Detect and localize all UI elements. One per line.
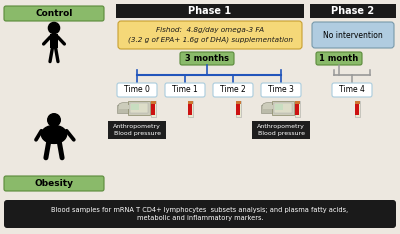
FancyBboxPatch shape [261, 83, 301, 97]
FancyBboxPatch shape [4, 200, 396, 228]
Text: 1 month: 1 month [319, 54, 359, 63]
Text: Obesity: Obesity [34, 179, 74, 188]
Text: Blood samples for mRNA T CD4+ lymphocytes  subsets analysis; and plasma fatty ac: Blood samples for mRNA T CD4+ lymphocyte… [52, 207, 348, 221]
Bar [236, 101, 240, 104]
Bar [261, 105, 277, 113]
FancyBboxPatch shape [213, 83, 253, 97]
Text: Time 4: Time 4 [339, 85, 365, 95]
Text: Anthropometry
Blood pressure: Anthropometry Blood pressure [257, 124, 305, 136]
Circle shape [48, 22, 60, 34]
FancyBboxPatch shape [4, 6, 104, 21]
Text: Phase 1: Phase 1 [188, 6, 232, 16]
FancyBboxPatch shape [180, 52, 234, 65]
Bar [150, 101, 156, 104]
Bar [128, 101, 150, 115]
Bar [274, 103, 292, 113]
Text: Time 2: Time 2 [220, 85, 246, 95]
FancyBboxPatch shape [165, 83, 205, 97]
Text: Fishod:  4.8g/day omega-3 FA
(3.2 g of EPA+ 1.6g of DHA) supplementation: Fishod: 4.8g/day omega-3 FA (3.2 g of EP… [128, 27, 292, 43]
Bar [355, 104, 359, 115]
Bar [236, 104, 240, 115]
FancyBboxPatch shape [118, 21, 302, 49]
FancyBboxPatch shape [4, 176, 104, 191]
Bar [295, 104, 299, 115]
Bar [236, 101, 240, 117]
Bar [119, 105, 131, 109]
Bar [150, 101, 156, 117]
Text: No intervention: No intervention [323, 30, 383, 40]
Bar [130, 103, 148, 113]
Text: Control: Control [35, 9, 73, 18]
Text: Phase 2: Phase 2 [332, 6, 374, 16]
Bar [310, 4, 396, 18]
Bar [188, 101, 192, 117]
Text: Time 1: Time 1 [172, 85, 198, 95]
Circle shape [48, 114, 60, 126]
Bar [354, 101, 360, 104]
FancyBboxPatch shape [316, 52, 362, 65]
Bar [354, 101, 360, 117]
Text: Anthropometry
Blood pressure: Anthropometry Blood pressure [113, 124, 161, 136]
Text: Time 3: Time 3 [268, 85, 294, 95]
Bar [151, 104, 155, 115]
Bar [275, 104, 283, 110]
Bar [50, 34, 58, 48]
Bar [108, 121, 166, 139]
Ellipse shape [118, 102, 131, 107]
Text: Time 0: Time 0 [124, 85, 150, 95]
Bar [131, 104, 139, 110]
Text: 3 months: 3 months [185, 54, 229, 63]
Bar [294, 101, 300, 117]
Bar [272, 101, 294, 115]
Bar [188, 101, 192, 104]
Bar [252, 121, 310, 139]
Bar [188, 104, 192, 115]
FancyBboxPatch shape [117, 83, 157, 97]
FancyBboxPatch shape [332, 83, 372, 97]
Bar [116, 4, 304, 18]
FancyBboxPatch shape [312, 22, 394, 48]
Ellipse shape [263, 102, 275, 107]
Bar [117, 105, 133, 113]
Bar [263, 105, 275, 109]
Ellipse shape [42, 125, 66, 143]
Bar [294, 101, 300, 104]
